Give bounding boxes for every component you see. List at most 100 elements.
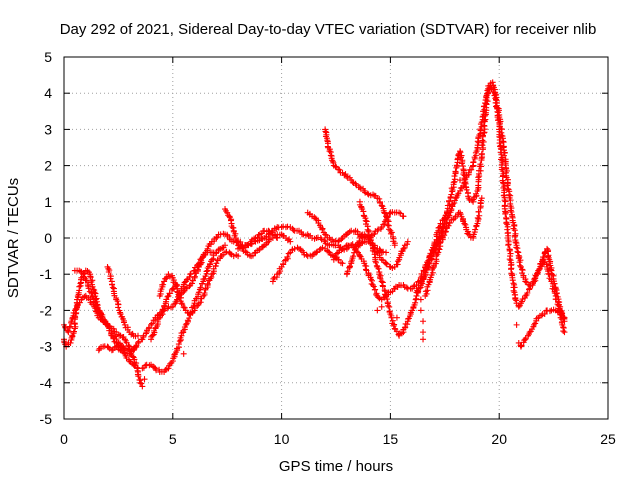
data-point — [77, 268, 84, 275]
data-point — [212, 263, 219, 270]
data-point — [384, 222, 391, 229]
data-point — [164, 293, 171, 300]
data-point — [384, 217, 391, 224]
data-point — [208, 241, 215, 248]
data-point — [163, 275, 170, 282]
data-point — [176, 338, 183, 345]
data-point — [379, 283, 386, 290]
data-point — [477, 161, 484, 168]
data-point — [412, 299, 419, 306]
data-point — [332, 163, 339, 170]
data-point — [284, 253, 291, 260]
data-point — [512, 296, 519, 303]
data-point — [388, 314, 395, 321]
data-point — [506, 247, 513, 254]
y-tick-label: 3 — [44, 121, 52, 137]
data-point — [425, 257, 432, 264]
data-point — [369, 282, 376, 289]
data-point — [470, 159, 477, 166]
data-point — [448, 206, 455, 213]
data-point — [180, 304, 187, 311]
data-point — [462, 221, 469, 228]
data-point — [180, 350, 187, 357]
data-point — [203, 268, 210, 275]
data-point — [377, 275, 384, 282]
data-point — [522, 278, 529, 285]
data-point — [137, 379, 144, 386]
data-point — [490, 88, 497, 95]
data-point — [67, 339, 74, 346]
data-point — [519, 267, 526, 274]
data-point — [105, 344, 112, 351]
data-point — [366, 236, 373, 243]
data-point — [515, 303, 522, 310]
data-point — [319, 244, 326, 251]
data-point — [387, 230, 394, 237]
data-point — [88, 278, 95, 285]
data-point — [446, 197, 453, 204]
data-point — [105, 268, 112, 275]
data-point — [482, 100, 489, 107]
data-point — [180, 289, 187, 296]
y-tick-label: -5 — [40, 411, 53, 427]
data-point — [367, 237, 374, 244]
data-point — [394, 258, 401, 265]
data-point — [511, 227, 518, 234]
data-point — [323, 232, 330, 239]
data-point — [169, 303, 176, 310]
data-point — [513, 321, 520, 328]
data-point — [479, 113, 486, 120]
data-point — [376, 195, 383, 202]
data-point — [386, 226, 393, 233]
data-point — [142, 330, 149, 337]
y-tick-label: 5 — [44, 49, 52, 65]
data-point — [458, 160, 465, 167]
data-point — [502, 198, 509, 205]
data-point — [115, 304, 122, 311]
data-point — [72, 313, 79, 320]
data-point — [544, 253, 551, 260]
data-point — [186, 274, 193, 281]
data-point — [162, 366, 169, 373]
data-point — [326, 148, 333, 155]
data-point — [531, 321, 538, 328]
data-point — [336, 166, 343, 173]
x-axis-label: GPS time / hours — [279, 458, 393, 475]
data-point — [287, 238, 294, 245]
data-point — [502, 210, 509, 217]
y-axis-label: SDTVAR / TECUs — [5, 178, 22, 298]
data-point — [511, 222, 518, 229]
data-point — [553, 296, 560, 303]
data-point — [198, 257, 205, 264]
data-point — [92, 299, 99, 306]
data-point — [227, 217, 234, 224]
data-point — [149, 320, 156, 327]
data-point — [344, 268, 351, 275]
data-point — [200, 292, 207, 299]
data-point — [103, 320, 110, 327]
data-point — [204, 245, 211, 252]
data-point — [509, 277, 516, 284]
y-tick-label: 4 — [44, 85, 52, 101]
data-point — [393, 328, 400, 335]
data-point — [457, 149, 464, 156]
data-point — [109, 281, 116, 288]
data-point — [358, 204, 365, 211]
data-point — [444, 208, 451, 215]
data-point — [383, 213, 390, 220]
data-point — [498, 126, 505, 133]
x-tick-label: 0 — [60, 431, 68, 447]
data-point — [303, 251, 310, 258]
data-point — [113, 339, 120, 346]
y-tick-label: 2 — [44, 158, 52, 174]
data-point — [372, 286, 379, 293]
data-point — [400, 245, 407, 252]
y-tick-label: 0 — [44, 230, 52, 246]
x-tick-label: 25 — [600, 431, 616, 447]
data-point — [374, 227, 381, 234]
data-point — [417, 296, 424, 303]
data-point — [322, 231, 329, 238]
data-point — [463, 186, 470, 193]
data-point — [166, 290, 173, 297]
data-point — [420, 329, 427, 336]
